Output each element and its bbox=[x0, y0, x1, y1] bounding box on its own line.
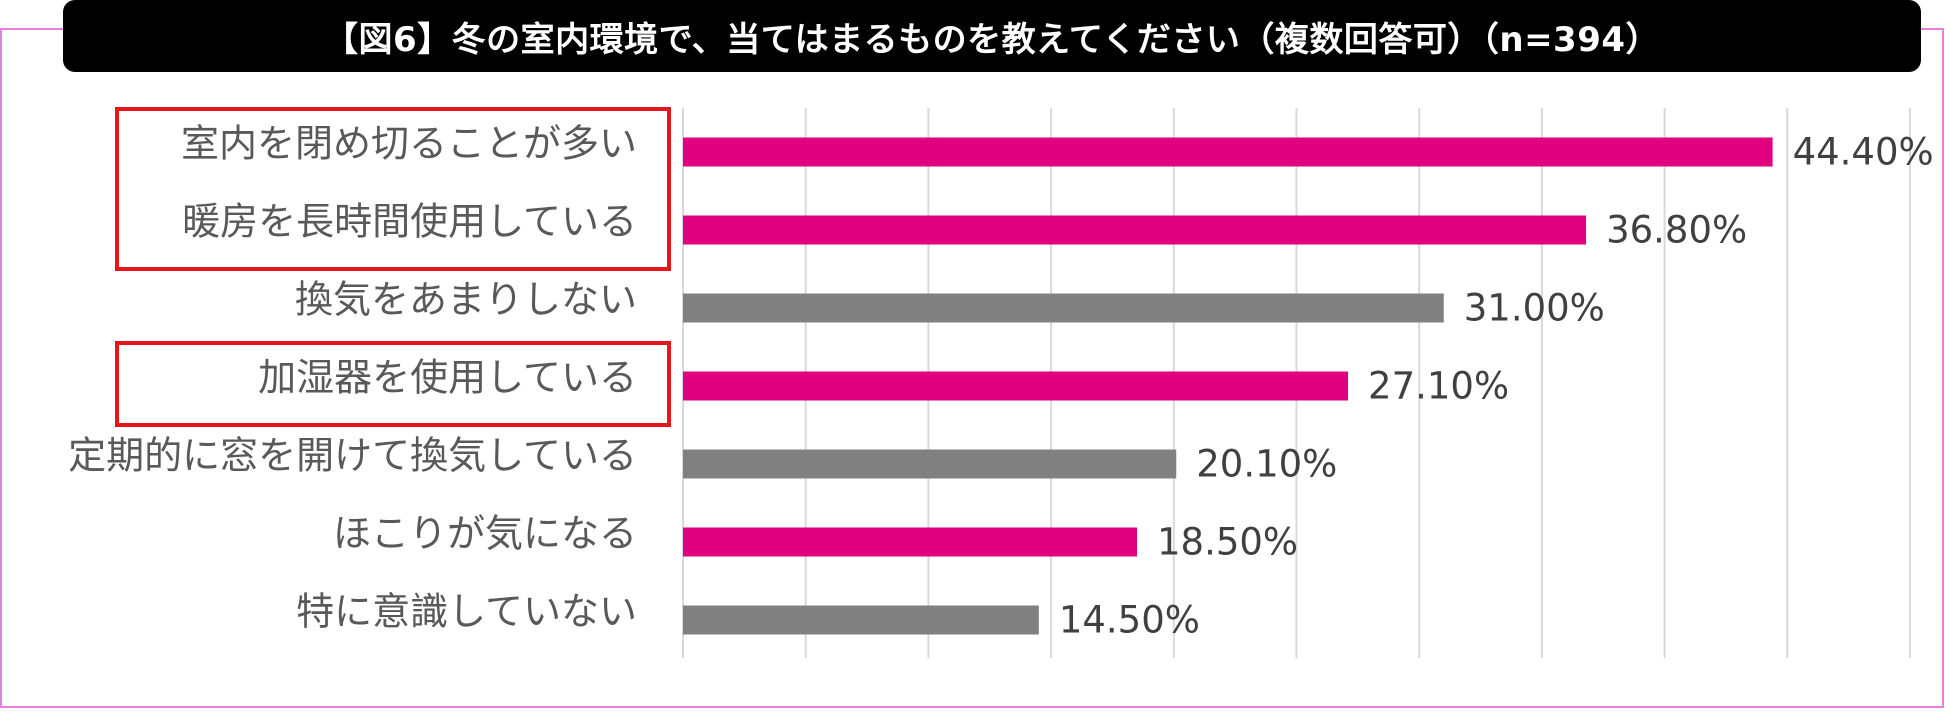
value-label: 36.80% bbox=[1606, 209, 1747, 252]
bar bbox=[683, 605, 1039, 635]
category-label: 定期的に窓を開けて換気している bbox=[68, 434, 637, 478]
bar bbox=[683, 215, 1587, 245]
category-label: 室内を閉め切ることが多い bbox=[181, 122, 637, 166]
bar bbox=[683, 137, 1773, 167]
bar bbox=[683, 527, 1137, 557]
category-label: 換気をあまりしない bbox=[295, 278, 637, 322]
bar bbox=[683, 449, 1177, 479]
value-label: 31.00% bbox=[1464, 287, 1605, 330]
category-label: 暖房を長時間使用している bbox=[182, 200, 637, 244]
value-label: 20.10% bbox=[1196, 443, 1337, 486]
highlight-box bbox=[115, 107, 671, 271]
value-label: 14.50% bbox=[1059, 599, 1200, 642]
bar bbox=[683, 371, 1349, 401]
category-label: ほこりが気になる bbox=[333, 512, 637, 556]
value-label: 44.40% bbox=[1793, 131, 1934, 174]
chart-title: 【図6】冬の室内環境で、当てはまるものを教えてください（複数回答可）（n=394… bbox=[63, 0, 1921, 72]
value-label: 27.10% bbox=[1368, 365, 1509, 408]
highlight-box bbox=[115, 341, 671, 427]
category-label: 特に意識していない bbox=[296, 590, 637, 634]
category-label: 加湿器を使用している bbox=[258, 356, 637, 400]
value-label: 18.50% bbox=[1157, 521, 1298, 564]
bar bbox=[683, 293, 1444, 323]
